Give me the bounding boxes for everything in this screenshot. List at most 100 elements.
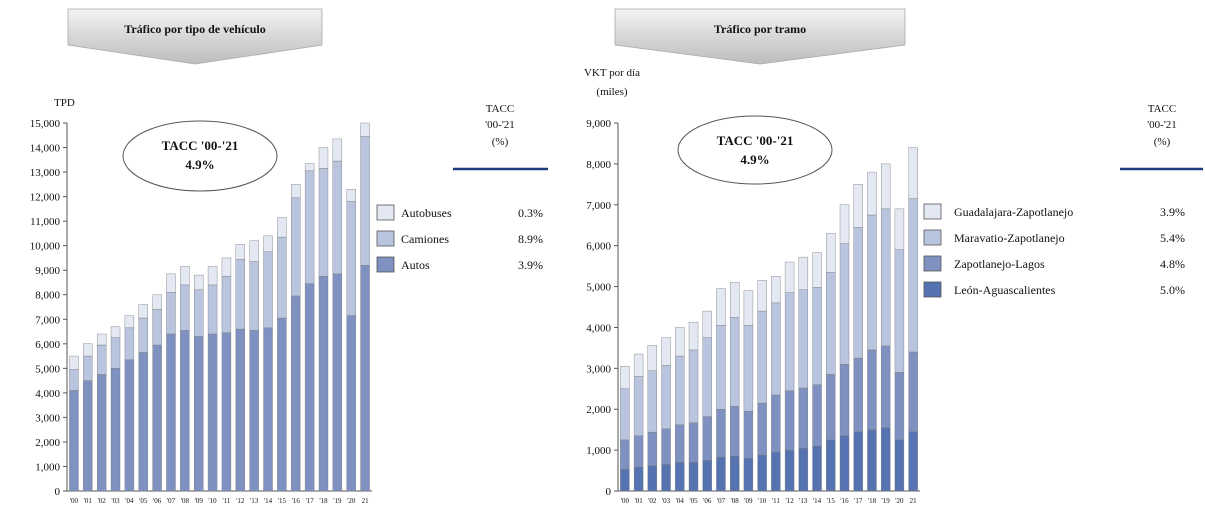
bar-segment <box>620 366 630 389</box>
bar-segment <box>771 394 781 453</box>
x-tick-label: '10 <box>208 497 217 505</box>
x-tick-label: '19 <box>882 497 891 505</box>
bar-segment <box>757 280 767 312</box>
x-tick-label: '20 <box>895 497 904 505</box>
x-tick-label: '13 <box>799 497 808 505</box>
bar-segment <box>688 321 699 351</box>
y-tick-label: 9,000 <box>586 118 611 130</box>
bar-segment <box>291 184 301 199</box>
bar-segment <box>661 428 671 465</box>
bar-segment <box>757 454 767 492</box>
bar-segment <box>235 258 245 330</box>
bar-segment <box>360 136 370 266</box>
y-tick-label: 2,000 <box>35 437 60 449</box>
bar-segment <box>633 435 644 468</box>
bar-segment <box>633 353 644 377</box>
bar-segment <box>69 369 79 391</box>
bar-segment <box>263 235 273 252</box>
bar-segment <box>784 261 795 293</box>
left-tacc-header-line2: '00-'21 <box>485 119 515 131</box>
y-tick-label: 2,000 <box>586 404 611 416</box>
bar-segment <box>96 344 107 375</box>
bar-segment <box>702 337 712 417</box>
x-tick-label: 21 <box>362 497 370 505</box>
bar-segment <box>620 469 630 492</box>
bar-segment <box>716 325 726 410</box>
right-tacc-header-line3: (%) <box>1154 136 1171 148</box>
bar-segment <box>96 374 107 492</box>
x-tick-label: '06 <box>703 497 712 505</box>
bar-segment <box>166 333 176 492</box>
bar-segment <box>729 406 740 457</box>
legend-label: Zapotlanejo-Lagos <box>954 257 1045 271</box>
bar-segment <box>207 284 218 335</box>
bar-segment <box>277 217 287 238</box>
bar-segment <box>688 422 699 463</box>
bar-segment <box>620 388 630 441</box>
legend-swatch <box>376 230 395 247</box>
bar-segment <box>360 265 370 492</box>
bar-segment <box>826 374 836 441</box>
bar-segment <box>647 465 658 492</box>
bar-segment <box>839 204 850 244</box>
x-tick-label: '02 <box>648 497 657 505</box>
y-tick-label: 8,000 <box>35 290 60 302</box>
bar-segment <box>110 326 121 338</box>
x-tick-label: '09 <box>744 497 753 505</box>
bar-segment <box>908 351 918 432</box>
bar-segment <box>771 302 781 396</box>
bar-segment <box>771 451 781 492</box>
y-tick-label: 1,000 <box>35 461 60 473</box>
y-tick-label: 7,000 <box>35 314 60 326</box>
x-tick-label: '02 <box>98 497 107 505</box>
bar-segment <box>304 283 315 492</box>
bar-segment <box>743 290 754 326</box>
legend-tacc-value: 5.0% <box>1160 283 1185 297</box>
bar-segment <box>908 198 918 353</box>
y-tick-label: 1,000 <box>586 445 611 457</box>
x-tick-label: '09 <box>195 497 204 505</box>
left-callout-line1: TACC '00-'21 <box>162 138 239 153</box>
bar-segment <box>853 227 863 359</box>
right-y-axis-label-line2: (miles) <box>596 86 627 98</box>
bar-segment <box>124 359 135 492</box>
bar-segment <box>675 355 685 425</box>
y-tick-label: 15,000 <box>30 118 61 130</box>
bar-segment <box>784 390 795 451</box>
bar-segment <box>894 439 905 492</box>
bar-segment <box>152 294 162 310</box>
bar-segment <box>702 460 712 492</box>
bar-segment <box>839 243 850 365</box>
y-tick-label: 9,000 <box>35 265 60 277</box>
bar-segment <box>221 332 232 492</box>
x-tick-label: '08 <box>181 497 190 505</box>
bar-segment <box>894 208 905 250</box>
bar-segment <box>346 189 356 202</box>
bar-segment <box>318 276 329 492</box>
x-tick-label: '17 <box>854 497 863 505</box>
bar-segment <box>235 328 245 492</box>
bar-segment <box>729 282 740 318</box>
y-tick-label: 4,000 <box>35 388 60 400</box>
bar-segment <box>69 355 79 370</box>
bar-segment <box>138 304 148 319</box>
bar-segment <box>318 168 329 277</box>
legend-tramo: Guadalajara-Zapotlanejo 3.9% Maravatio-Zap… <box>923 203 1185 298</box>
bar-segment <box>675 424 685 463</box>
bar-segment <box>83 380 93 492</box>
bar-segment <box>716 409 726 458</box>
x-tick-label: '06 <box>153 497 162 505</box>
bar-segment <box>180 330 190 492</box>
bar-segment <box>798 447 809 492</box>
bar-segment <box>124 315 135 329</box>
bar-segment <box>826 272 836 375</box>
y-tick-label: 10,000 <box>30 241 61 253</box>
banner-left-shape <box>67 8 323 65</box>
y-tick-label: 6,000 <box>586 241 611 253</box>
x-tick-label: '16 <box>840 497 849 505</box>
bar-segment <box>688 349 699 423</box>
x-tick-label: '18 <box>868 497 877 505</box>
y-tick-label: 0 <box>606 486 612 498</box>
x-tick-label: '03 <box>662 497 671 505</box>
